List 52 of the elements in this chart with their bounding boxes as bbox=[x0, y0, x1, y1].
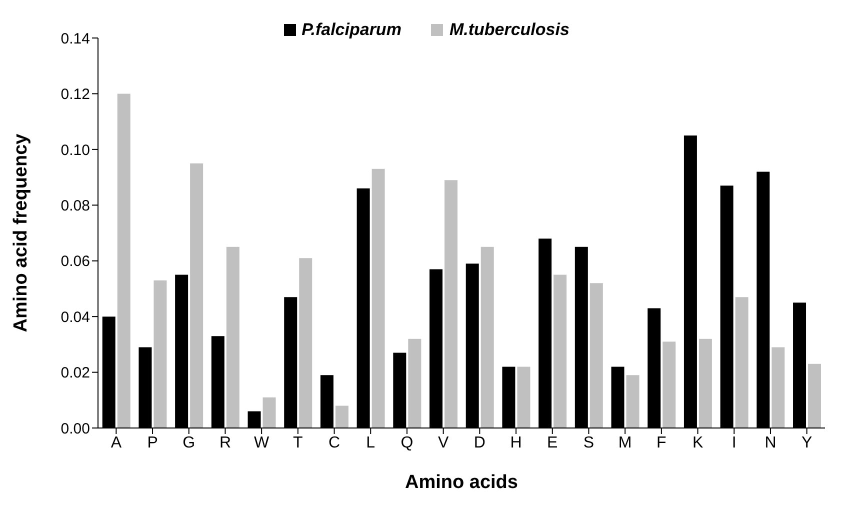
x-tick-label: C bbox=[328, 434, 340, 452]
y-tick-label: 0.08 bbox=[60, 197, 90, 214]
x-tick-label: S bbox=[583, 434, 594, 452]
bar bbox=[154, 280, 167, 428]
y-tick-label: 0.10 bbox=[60, 142, 90, 159]
x-tick-label: F bbox=[656, 434, 667, 452]
x-tick-label: G bbox=[182, 434, 196, 452]
x-tick-label: T bbox=[293, 434, 304, 452]
x-tick-label: Q bbox=[400, 434, 414, 452]
bar bbox=[735, 297, 748, 428]
x-tick-label: M bbox=[618, 434, 632, 452]
legend-label: M.tuberculosis bbox=[448, 20, 570, 40]
y-tick-label: 0.02 bbox=[60, 364, 90, 382]
bar bbox=[662, 342, 676, 428]
bar bbox=[299, 258, 312, 428]
y-tick-label: 0.06 bbox=[60, 253, 90, 270]
x-tick-label: P bbox=[147, 434, 158, 452]
x-tick-label: H bbox=[510, 434, 522, 452]
bar bbox=[117, 94, 130, 428]
x-tick-label: N bbox=[764, 434, 776, 452]
bar bbox=[190, 163, 204, 428]
bar bbox=[590, 283, 603, 428]
bar bbox=[444, 180, 458, 428]
bar bbox=[772, 347, 785, 428]
x-tick-label: R bbox=[219, 434, 232, 452]
x-tick-label: L bbox=[366, 434, 376, 452]
y-axis-title: Amino acid frequency bbox=[10, 133, 32, 332]
legend-label: P.falciparum bbox=[300, 20, 402, 40]
bar bbox=[480, 246, 494, 428]
bar bbox=[626, 375, 640, 428]
y-tick-label: 0.00 bbox=[60, 420, 90, 438]
x-tick-label: D bbox=[474, 434, 486, 452]
bar bbox=[372, 168, 385, 428]
y-tick-label: 0.14 bbox=[60, 30, 90, 48]
bar bbox=[517, 366, 530, 428]
x-tick-label: V bbox=[438, 434, 449, 452]
x-tick-label: E bbox=[547, 434, 558, 452]
y-tick-label: 0.12 bbox=[60, 86, 90, 104]
bar bbox=[262, 397, 276, 428]
x-tick-label: Y bbox=[801, 434, 812, 452]
x-tick-label: A bbox=[110, 434, 122, 452]
bar bbox=[554, 274, 567, 428]
x-tick-label: K bbox=[692, 434, 704, 452]
bar bbox=[226, 246, 240, 428]
bar bbox=[698, 338, 712, 428]
x-tick-label: I bbox=[732, 434, 736, 452]
x-tick-label: W bbox=[254, 434, 270, 452]
bar bbox=[335, 406, 348, 428]
bar bbox=[408, 338, 422, 428]
x-axis-title: Amino acids bbox=[405, 472, 518, 493]
y-tick-label: 0.04 bbox=[60, 308, 90, 326]
bar bbox=[808, 364, 822, 428]
